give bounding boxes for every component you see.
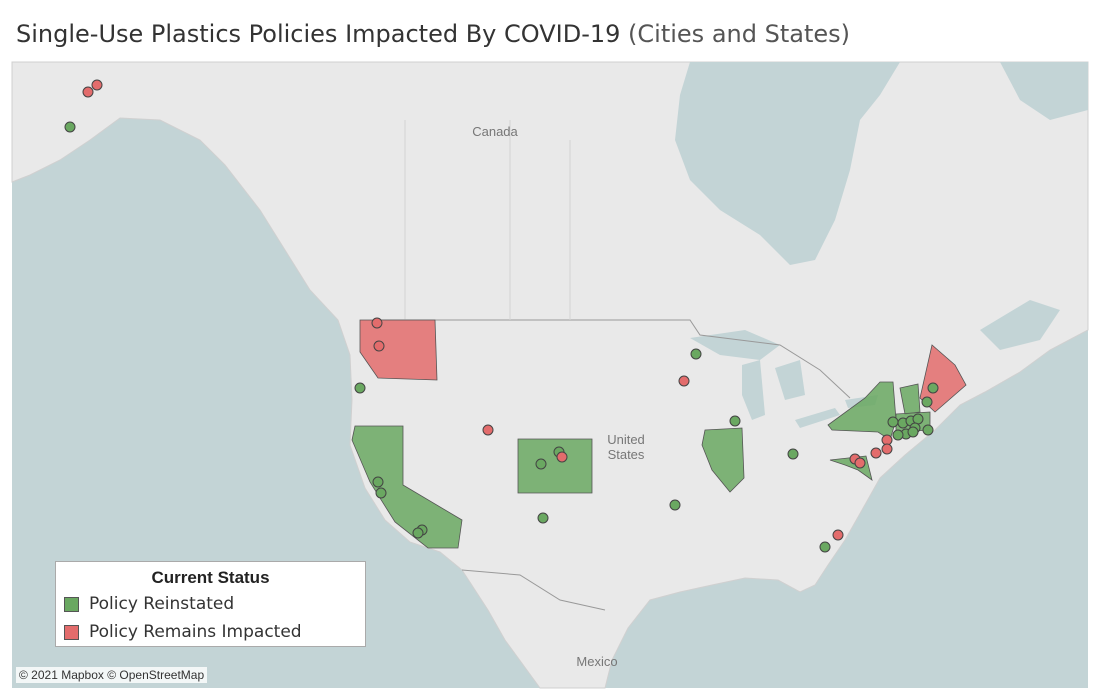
location-point (535, 458, 547, 470)
lake-erie (795, 408, 840, 428)
northern-sea (1000, 62, 1088, 120)
location-point (669, 499, 681, 511)
lake-michigan (742, 360, 765, 420)
location-point (91, 79, 103, 91)
location-point (482, 424, 494, 436)
state (517, 438, 593, 494)
location-point (787, 448, 799, 460)
subtitle: (Cities and States) (628, 20, 850, 48)
lake-huron (775, 360, 805, 400)
legend: Current Status Policy Reinstated Policy Re… (55, 561, 366, 647)
state (351, 425, 463, 549)
location-point (881, 443, 893, 455)
location-point (819, 541, 831, 553)
location-point (82, 86, 94, 98)
title: Single-Use Plastics Policies Impacted By… (16, 20, 621, 48)
location-point (921, 396, 933, 408)
lake-superior (690, 330, 780, 360)
legend-title: Current Status (151, 568, 270, 587)
location-point (373, 340, 385, 352)
location-point (375, 487, 387, 499)
legend-item: Policy Reinstated (64, 592, 365, 616)
location-point (870, 447, 882, 459)
location-point (372, 476, 384, 488)
gulf-st-lawrence (980, 300, 1060, 350)
location-point (922, 424, 934, 436)
state (359, 319, 438, 381)
state (701, 427, 745, 493)
hudson-bay (675, 62, 900, 265)
location-point (887, 416, 899, 428)
location-point (927, 382, 939, 394)
location-point (854, 457, 866, 469)
border (380, 319, 851, 399)
location-point (892, 429, 904, 441)
location-point (907, 426, 919, 438)
country-label: Canada (472, 124, 518, 139)
legend-swatch (64, 596, 79, 612)
location-point (556, 451, 568, 463)
location-point (354, 382, 366, 394)
location-point (912, 413, 924, 425)
legend-swatch (64, 624, 79, 640)
location-point (690, 348, 702, 360)
legend-item: Policy Remains Impacted (64, 620, 365, 644)
legend-label: Policy Remains Impacted (89, 622, 302, 642)
location-point (537, 512, 549, 524)
state (919, 344, 967, 413)
state (899, 383, 921, 415)
country-label: Mexico (576, 654, 618, 669)
location-point (64, 121, 76, 133)
location-point (678, 375, 690, 387)
location-point (412, 527, 424, 539)
legend-label: Policy Reinstated (89, 594, 235, 614)
location-point (729, 415, 741, 427)
attribution: © 2021 Mapbox © OpenStreetMap (16, 667, 208, 683)
location-point (371, 317, 383, 329)
location-point (832, 529, 844, 541)
title-row: Single-Use Plastics Policies Impacted By… (16, 20, 850, 48)
country-label: United States (607, 432, 645, 462)
border (461, 569, 606, 611)
province-lines (404, 120, 571, 320)
